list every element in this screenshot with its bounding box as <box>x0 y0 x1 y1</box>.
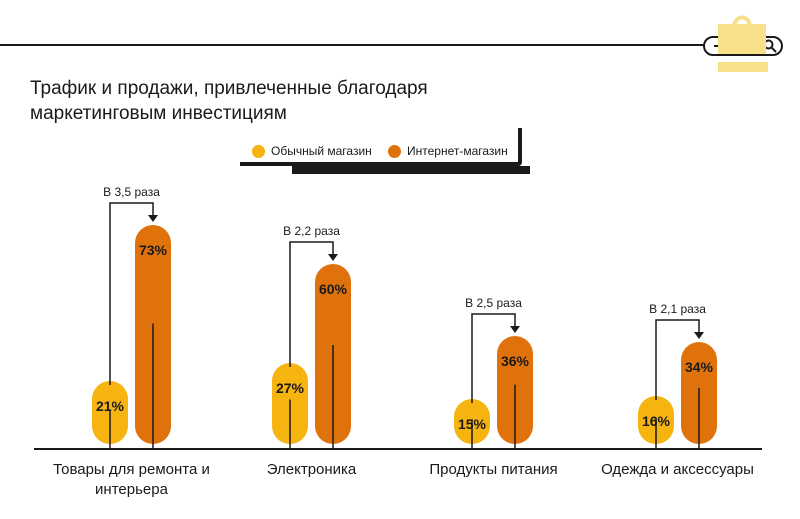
legend-swatch-online <box>388 144 401 158</box>
legend-label-store: Обычный магазин <box>271 144 372 158</box>
legend-item-store: Обычный магазин <box>252 144 372 158</box>
ratio-bracket-0 <box>109 202 154 385</box>
ratio-arrow-3 <box>694 332 704 339</box>
bar-value-label-1-2: 36% <box>501 353 530 369</box>
ratio-label-0: В 3,5 раза <box>103 185 160 199</box>
bar-value-label-0-0: 21% <box>96 398 125 414</box>
legend-frame <box>240 128 522 166</box>
ratio-arrow-2 <box>510 326 520 333</box>
ratio-arrow-0 <box>148 215 158 222</box>
bar-value-label-1-3: 34% <box>685 359 714 375</box>
bar-value-label-1-1: 60% <box>319 281 348 297</box>
ratio-arrow-1 <box>328 254 338 261</box>
legend-item-online: Интернет-магазин <box>388 144 508 158</box>
category-label-0-line-2: интерьера <box>95 481 169 498</box>
ratio-label-1: В 2,2 раза <box>283 224 340 238</box>
category-label-0: Товары для ремонта и <box>53 461 210 478</box>
header-rule <box>0 44 710 46</box>
bar-value-label-0-1: 27% <box>276 380 305 396</box>
category-label-3: Одежда и аксессуары <box>601 461 754 478</box>
legend-label-online: Интернет-магазин <box>407 144 508 158</box>
chart-title: Трафик и продажи, привлеченные благодаря… <box>30 78 428 124</box>
shopping-bag-icon <box>718 15 768 72</box>
bar-value-label-0-3: 16% <box>642 413 671 429</box>
legend-underline <box>292 166 530 174</box>
category-label-1: Электроника <box>267 461 357 478</box>
ratio-label-3: В 2,1 раза <box>649 302 706 316</box>
bar-value-label-0-2: 15% <box>458 416 487 432</box>
bar-value-label-1-0: 73% <box>139 242 168 258</box>
legend-swatch-store <box>252 144 265 158</box>
category-label-2: Продукты питания <box>429 461 557 478</box>
ratio-bracket-2 <box>471 313 516 403</box>
ratio-label-2: В 2,5 раза <box>465 296 522 310</box>
ratio-bracket-1 <box>289 241 334 367</box>
ratio-bracket-3 <box>655 319 700 400</box>
